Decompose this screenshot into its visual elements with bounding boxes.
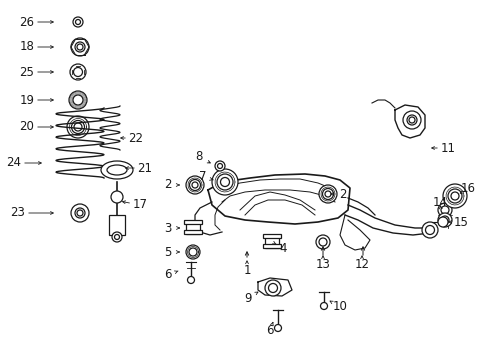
Circle shape	[421, 222, 437, 238]
Circle shape	[437, 217, 447, 227]
Text: 18: 18	[20, 40, 34, 54]
Bar	[183, 220, 202, 224]
Text: 7: 7	[199, 171, 206, 184]
Circle shape	[264, 280, 281, 296]
Circle shape	[217, 174, 232, 190]
Circle shape	[274, 324, 281, 332]
Circle shape	[437, 203, 451, 217]
Circle shape	[112, 232, 122, 242]
Circle shape	[187, 276, 194, 284]
Circle shape	[69, 91, 87, 109]
Circle shape	[315, 235, 329, 249]
Text: 9: 9	[244, 292, 251, 305]
Text: 6: 6	[164, 269, 171, 282]
Circle shape	[442, 184, 466, 208]
Bar	[109, 215, 125, 235]
Ellipse shape	[101, 161, 133, 179]
Bar	[263, 244, 281, 248]
Bar	[263, 234, 281, 238]
Circle shape	[406, 115, 416, 125]
Circle shape	[322, 189, 333, 199]
Text: 4: 4	[279, 242, 286, 255]
Text: 12: 12	[354, 258, 369, 271]
Text: 25: 25	[20, 66, 34, 78]
Circle shape	[189, 180, 200, 190]
Circle shape	[71, 204, 89, 222]
Circle shape	[215, 161, 224, 171]
Circle shape	[111, 191, 123, 203]
Text: 5: 5	[164, 246, 171, 258]
Circle shape	[67, 116, 89, 138]
Text: 1: 1	[243, 264, 250, 276]
Text: 23: 23	[11, 207, 25, 220]
Text: 14: 14	[431, 195, 447, 208]
Circle shape	[71, 38, 89, 56]
Text: 20: 20	[20, 121, 34, 134]
Text: 19: 19	[20, 94, 35, 107]
Text: 2: 2	[164, 179, 171, 192]
Bar	[183, 230, 202, 234]
Text: 3: 3	[164, 221, 171, 234]
Text: 13: 13	[315, 258, 330, 271]
Circle shape	[320, 302, 327, 310]
Text: 24: 24	[6, 157, 21, 170]
Circle shape	[185, 245, 200, 259]
Text: 10: 10	[332, 301, 347, 314]
Text: 6: 6	[265, 324, 273, 337]
Text: 2: 2	[339, 188, 346, 201]
Circle shape	[75, 42, 85, 52]
Text: 17: 17	[132, 198, 147, 211]
Text: 26: 26	[20, 15, 35, 28]
Bar	[264, 236, 279, 248]
Circle shape	[212, 169, 238, 195]
Text: 21: 21	[137, 162, 152, 175]
Text: 22: 22	[128, 131, 143, 144]
Circle shape	[71, 121, 84, 134]
Circle shape	[437, 213, 451, 227]
Text: 8: 8	[195, 150, 202, 163]
Circle shape	[70, 64, 86, 80]
Circle shape	[447, 189, 461, 203]
Text: 15: 15	[453, 216, 468, 229]
Bar	[185, 222, 200, 234]
Text: 11: 11	[440, 141, 454, 154]
Text: 16: 16	[460, 183, 474, 195]
Circle shape	[185, 176, 203, 194]
Circle shape	[318, 185, 336, 203]
Circle shape	[402, 111, 420, 129]
